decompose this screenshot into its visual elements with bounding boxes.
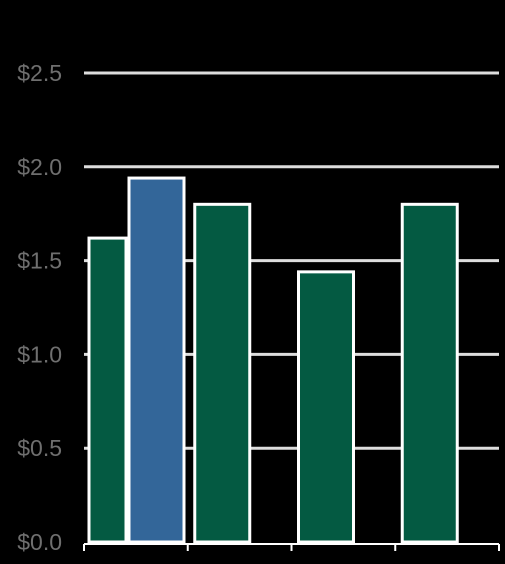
y-tick-label: $2.0 [17, 154, 62, 180]
y-tick-label: $0.5 [17, 435, 62, 461]
bar [193, 202, 252, 544]
y-tick-label: $0.0 [17, 529, 62, 555]
y-tick-label: $1.5 [17, 248, 62, 274]
y-axis-tick-labels: $0.0 $0.5 $1.0 $1.5 $2.0 $2.5 [17, 60, 62, 555]
bar [127, 176, 186, 544]
bars [87, 176, 459, 544]
bar [400, 202, 459, 544]
bar [87, 236, 128, 544]
y-tick-label: $1.0 [17, 341, 62, 367]
x-axis [83, 543, 500, 551]
bar [297, 270, 355, 544]
y-tick-label: $2.5 [17, 60, 62, 86]
